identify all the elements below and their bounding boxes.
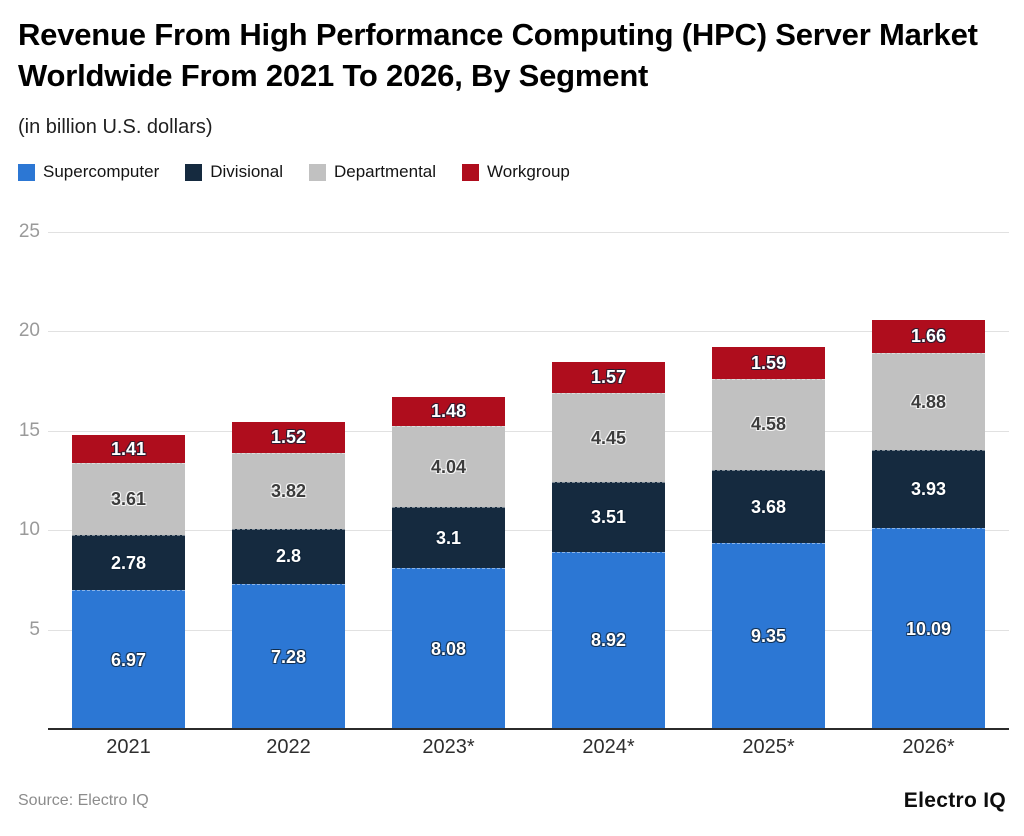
legend-swatch-supercomputer: [18, 163, 35, 181]
bar-segment-supercomputer-2025: 9.35: [712, 543, 825, 729]
bar-value-label: 3.51: [590, 506, 627, 527]
x-axis-label-2026: 2026*: [902, 736, 955, 758]
page-title: Revenue From High Performance Computing …: [18, 17, 978, 93]
bar-segment-departmental-2026: 4.88: [872, 353, 985, 451]
bar-segment-divisional-2022: 2.8: [232, 528, 345, 585]
source-note: Source: Electro IQ: [18, 792, 149, 809]
legend-label-departmental: Departmental: [333, 162, 437, 181]
bar-value-label: 1.59: [750, 352, 787, 373]
legend-label-divisional: Divisional: [210, 162, 283, 181]
bar-value-label: 1.41: [110, 438, 147, 459]
bar-segment-divisional-2025: 3.68: [712, 469, 825, 544]
bar-segment-divisional-2021: 2.78: [72, 535, 185, 591]
bar-value-label: 9.35: [750, 626, 787, 647]
y-axis-label-5: 5: [29, 618, 40, 640]
bar-segment-departmental-2025: 4.58: [712, 378, 825, 470]
bar-value-label: 2.8: [275, 546, 302, 567]
legend-item-departmental: Departmental: [308, 162, 437, 182]
y-axis-label-25: 25: [18, 221, 40, 242]
legend-label-workgroup: Workgroup: [487, 162, 570, 181]
gridline-10: [48, 530, 1009, 532]
bar-value-label: 4.04: [430, 456, 467, 477]
legend-label-supercomputer: Supercomputer: [43, 162, 160, 181]
bar-segment-workgroup-2021: 1.41: [72, 435, 185, 464]
bar-segment-supercomputer-2023: 8.08: [392, 568, 505, 729]
bar-segment-divisional-2024: 3.51: [552, 481, 665, 552]
bar-segment-workgroup-2022: 1.52: [232, 422, 345, 453]
bar-segment-workgroup-2024: 1.57: [552, 362, 665, 394]
y-axis-label-15: 15: [18, 419, 40, 441]
bar-value-label: 2.78: [110, 552, 147, 573]
y-axis-label-20: 20: [18, 320, 40, 342]
bar-value-label: 1.48: [430, 401, 467, 422]
bar-segment-divisional-2026: 3.93: [872, 450, 985, 529]
bar-value-label: 3.68: [750, 496, 787, 517]
bar-segment-workgroup-2025: 1.59: [712, 347, 825, 379]
bar-segment-departmental-2023: 4.04: [392, 426, 505, 507]
bar-value-label: 10.09: [905, 618, 952, 639]
brand-logo: Electro IQ: [903, 789, 1006, 812]
bar-segment-divisional-2023: 3.1: [392, 506, 505, 569]
bar-value-label: 3.1: [435, 527, 462, 548]
y-axis-label-10: 10: [18, 519, 40, 541]
bar-value-label: 1.52: [270, 427, 307, 448]
gridline-25: [48, 232, 1009, 233]
bar-value-label: 6.97: [110, 649, 147, 670]
gridline-20: [48, 331, 1009, 333]
bar-value-label: 3.93: [910, 479, 947, 500]
bar-value-label: 8.92: [590, 630, 627, 651]
gridline-5: [48, 629, 1009, 631]
x-axis-label-2025: 2025*: [742, 736, 795, 758]
legend-swatch-divisional: [185, 163, 203, 181]
bar-segment-departmental-2024: 4.45: [552, 393, 665, 482]
bar-value-label: 4.45: [590, 427, 627, 448]
legend: Supercomputer Divisional Departmental Workg…: [18, 162, 570, 182]
x-axis-label-2022: 2022: [266, 736, 311, 758]
legend-item-workgroup: Workgroup: [462, 162, 570, 182]
x-axis-label-2023: 2023*: [422, 736, 475, 758]
legend-swatch-departmental: [308, 163, 326, 181]
legend-item-divisional: Divisional: [185, 162, 283, 182]
bar-value-label: 4.88: [910, 391, 947, 412]
bar-segment-supercomputer-2022: 7.28: [232, 584, 345, 729]
x-axis-label-2024: 2024*: [582, 736, 635, 758]
bar-segment-workgroup-2026: 1.66: [872, 320, 985, 354]
bar-segment-supercomputer-2026: 10.09: [872, 528, 985, 729]
bar-value-label: 7.28: [270, 646, 307, 667]
legend-swatch-workgroup: [462, 163, 480, 181]
gridline-15: [48, 430, 1009, 432]
bar-segment-workgroup-2023: 1.48: [392, 397, 505, 427]
bar-segment-supercomputer-2024: 8.92: [552, 551, 665, 729]
bar-value-label: 1.66: [910, 326, 947, 347]
axis-baseline: [48, 728, 1009, 730]
bar-segment-departmental-2021: 3.61: [72, 463, 185, 536]
bar-segment-supercomputer-2021: 6.97: [72, 590, 185, 729]
page-subtitle: (in billion U.S. dollars): [18, 116, 213, 138]
bar-value-label: 8.08: [430, 638, 467, 659]
bar-value-label: 4.58: [750, 414, 787, 435]
x-axis-label-2021: 2021: [106, 736, 151, 758]
bar-value-label: 1.57: [590, 367, 627, 388]
legend-item-supercomputer: Supercomputer: [18, 162, 159, 182]
bar-segment-departmental-2022: 3.82: [232, 452, 345, 529]
bar-value-label: 3.61: [110, 489, 147, 510]
bar-value-label: 3.82: [270, 480, 307, 501]
